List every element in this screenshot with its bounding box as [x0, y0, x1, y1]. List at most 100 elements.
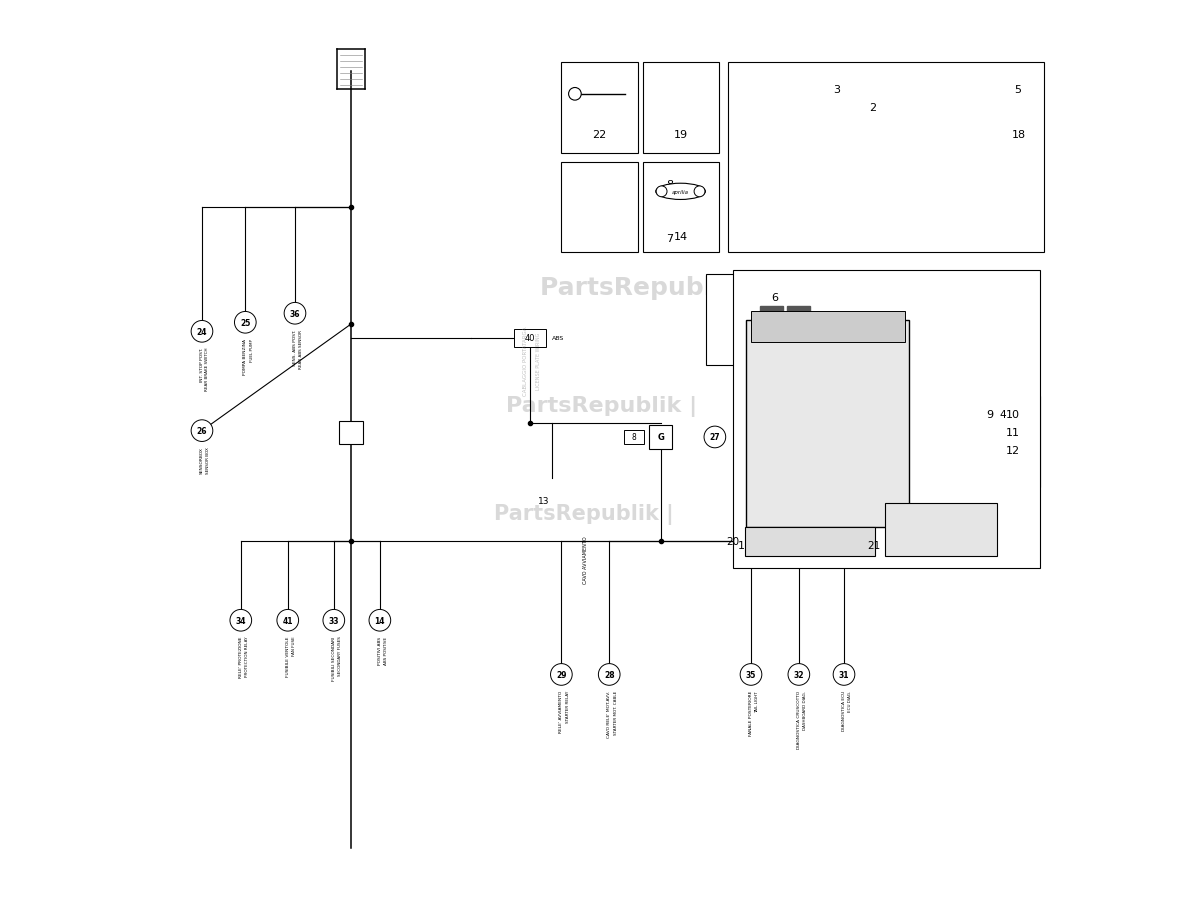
Text: PartsRepublik |: PartsRepublik |	[494, 503, 674, 525]
Bar	[787, 307, 810, 325]
Circle shape	[789, 664, 810, 686]
Text: DIAGNOSTICA ECU: DIAGNOSTICA ECU	[842, 690, 846, 731]
Text: 28: 28	[604, 670, 614, 679]
Text: 25: 25	[240, 318, 250, 327]
Circle shape	[568, 88, 582, 101]
Bar	[643, 63, 720, 153]
Text: 34: 34	[236, 616, 246, 625]
Text: 6: 6	[771, 292, 778, 302]
Circle shape	[191, 420, 213, 442]
Text: SENSORBOX: SENSORBOX	[200, 446, 203, 474]
Circle shape	[598, 664, 620, 686]
Text: 41: 41	[283, 616, 293, 625]
Text: CAVO RELE' MOT.AVV.: CAVO RELE' MOT.AVV.	[607, 690, 612, 737]
Circle shape	[191, 321, 213, 343]
Text: G: G	[657, 433, 665, 442]
Text: FUSIBILE VENTOLE: FUSIBILE VENTOLE	[285, 636, 290, 676]
Text: FANALE POSTERIORE: FANALE POSTERIORE	[749, 690, 752, 735]
Text: 1: 1	[737, 540, 744, 550]
Text: 27: 27	[709, 433, 720, 442]
Text: FUSIBILI SECONDARI: FUSIBILI SECONDARI	[332, 636, 336, 680]
Text: 33: 33	[329, 616, 340, 625]
Circle shape	[235, 312, 256, 334]
FancyBboxPatch shape	[746, 320, 909, 528]
Text: ECU DIAG.: ECU DIAG.	[849, 690, 852, 712]
Text: 36: 36	[290, 309, 300, 318]
Circle shape	[833, 664, 855, 686]
Bar	[765, 397, 891, 487]
Bar	[751, 311, 904, 343]
Text: CAVO AVVIAMENTO: CAVO AVVIAMENTO	[583, 536, 589, 583]
Text: 12: 12	[1005, 446, 1020, 456]
Text: POMPA BENZINA: POMPA BENZINA	[243, 338, 247, 374]
Bar	[643, 162, 720, 253]
Text: 3: 3	[833, 85, 840, 95]
Text: RELE' PROTEZIONE: RELE' PROTEZIONE	[238, 636, 243, 677]
Text: POSITIVI ABS: POSITIVI ABS	[378, 636, 382, 664]
Ellipse shape	[656, 184, 706, 200]
Text: 23: 23	[868, 328, 883, 338]
Text: 26: 26	[196, 427, 207, 436]
Text: STARTER RELAY: STARTER RELAY	[566, 690, 569, 723]
Circle shape	[284, 303, 306, 325]
Text: SECONDARY FUSES: SECONDARY FUSES	[338, 636, 342, 676]
Bar	[706, 275, 783, 365]
Text: PROTECTION RELAY: PROTECTION RELAY	[246, 636, 249, 676]
Text: INT. STOP POST.: INT. STOP POST.	[200, 347, 203, 382]
Text: 19: 19	[673, 130, 687, 140]
Circle shape	[277, 610, 299, 631]
Bar	[340, 421, 362, 445]
FancyBboxPatch shape	[624, 430, 643, 445]
Text: 31: 31	[839, 670, 849, 679]
Text: REAR BRAKE SWITCH: REAR BRAKE SWITCH	[206, 347, 209, 391]
Text: 32: 32	[793, 670, 804, 679]
Circle shape	[550, 664, 572, 686]
Text: 15: 15	[789, 410, 803, 419]
Text: 18: 18	[1013, 130, 1026, 140]
Bar	[649, 426, 673, 449]
FancyBboxPatch shape	[885, 503, 997, 557]
Text: ABS POSITIVE: ABS POSITIVE	[384, 636, 388, 664]
Text: 22: 22	[592, 130, 607, 140]
Bar	[760, 307, 783, 325]
Text: 17: 17	[861, 410, 875, 419]
Text: ABS: ABS	[553, 336, 565, 341]
Text: PartsRepublik |: PartsRepublik |	[507, 395, 697, 417]
Text: DIAGNOSTICA CRUSCOTTO: DIAGNOSTICA CRUSCOTTO	[797, 690, 801, 748]
Text: 11: 11	[1005, 428, 1020, 437]
Text: FAN FUSE: FAN FUSE	[293, 636, 296, 656]
Text: 21: 21	[867, 540, 880, 550]
Circle shape	[323, 610, 344, 631]
Text: LICENSE PLATE WIRING: LICENSE PLATE WIRING	[536, 332, 542, 390]
Text: 10: 10	[1005, 410, 1020, 419]
Text: 14: 14	[673, 232, 687, 242]
Text: 7: 7	[666, 234, 673, 244]
Text: 40: 40	[525, 334, 535, 343]
Bar	[561, 162, 638, 253]
Text: 29: 29	[556, 670, 567, 679]
Circle shape	[740, 664, 762, 686]
Text: CABLAGGIO PORTATARGA: CABLAGGIO PORTATARGA	[523, 327, 527, 395]
Text: 20: 20	[726, 536, 739, 547]
Text: RELE' AVVIAMENTO: RELE' AVVIAMENTO	[560, 690, 563, 732]
Circle shape	[230, 610, 252, 631]
Text: 9: 9	[987, 410, 993, 419]
Text: STARTER MOT. CABLE: STARTER MOT. CABLE	[614, 690, 618, 734]
Text: 5: 5	[1014, 85, 1021, 95]
Text: 4: 4	[999, 410, 1007, 419]
Text: 13: 13	[537, 496, 549, 505]
Text: DASHBOARD DIAG.: DASHBOARD DIAG.	[803, 690, 807, 729]
Text: 24: 24	[196, 327, 207, 336]
Text: FUEL PUMP: FUEL PUMP	[249, 338, 254, 361]
Bar	[896, 397, 1040, 487]
Text: 8: 8	[666, 179, 673, 189]
Text: SENSOR BOX: SENSOR BOX	[206, 446, 211, 474]
Text: 2: 2	[869, 103, 877, 113]
Circle shape	[656, 187, 667, 198]
Text: 8: 8	[631, 433, 636, 442]
Bar	[561, 63, 638, 153]
Bar	[733, 271, 1040, 568]
FancyBboxPatch shape	[744, 528, 875, 557]
Text: 35: 35	[745, 670, 756, 679]
Text: 6: 6	[775, 522, 781, 532]
